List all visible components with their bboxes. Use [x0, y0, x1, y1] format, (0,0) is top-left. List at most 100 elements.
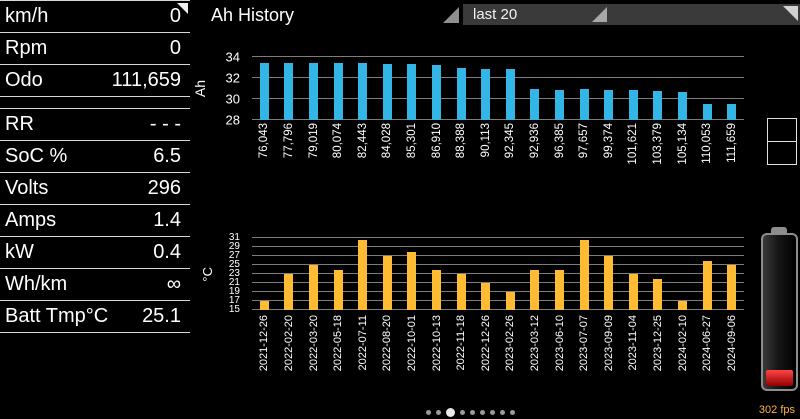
bar: [333, 63, 343, 120]
side-box-button[interactable]: [767, 118, 797, 142]
y-tick-label: 19: [228, 286, 240, 297]
sidebar-row[interactable]: Rpm 0: [0, 33, 190, 65]
y-tick-label: 32: [225, 70, 240, 86]
bar: [505, 68, 515, 120]
bar: [702, 104, 712, 120]
sidebar-row-value: 0.4: [153, 241, 181, 263]
bar: [382, 64, 392, 120]
bar: [333, 269, 343, 310]
sidebar-row-label: Odo: [5, 69, 43, 91]
gridline: [252, 282, 744, 283]
x-tick-label: 79,019: [307, 123, 320, 159]
sidebar-row[interactable]: Batt Tmp°C 25.1: [0, 301, 190, 333]
sidebar-row-value: 1.4: [153, 209, 181, 231]
bar: [727, 265, 737, 310]
page-dot[interactable]: [445, 407, 455, 417]
bar: [727, 104, 737, 120]
y-tick-label: 31: [228, 232, 240, 243]
bar: [678, 301, 687, 310]
x-tick-label: 105,134: [676, 123, 689, 165]
bar: [653, 90, 663, 120]
x-tick-label: 99,374: [602, 123, 615, 159]
bar: [702, 260, 712, 310]
spinner-handle-icon[interactable]: [443, 7, 459, 23]
x-tick-label: 2023-07-07: [578, 315, 591, 372]
sidebar-row-value: ∞: [166, 273, 181, 295]
chart-title-spinner[interactable]: Ah History: [211, 5, 295, 25]
page-dot[interactable]: [509, 409, 515, 415]
side-box-button[interactable]: [767, 141, 797, 165]
bar: [456, 274, 466, 310]
gridline: [252, 119, 744, 120]
bar: [309, 265, 318, 310]
x-tick-label: 2024-06-27: [701, 315, 714, 372]
bar: [407, 251, 417, 310]
x-tick-label: 2023-02-26: [504, 315, 517, 372]
bar: [579, 240, 589, 310]
x-tick-label: 2023-06-10: [553, 315, 566, 372]
x-tick-label: 2023-09-09: [602, 315, 615, 372]
y-tick-label: 25: [228, 259, 240, 270]
y-tick-label: 29: [228, 241, 240, 252]
gridline: [252, 98, 744, 99]
sidebar-row[interactable]: RR - - -: [0, 109, 190, 141]
x-tick-label: 77,796: [282, 123, 295, 159]
x-tick-label: 2022-12-26: [479, 315, 492, 372]
bar: [259, 301, 269, 310]
x-tick-label: 101,621: [627, 123, 640, 165]
bar: [382, 256, 392, 310]
y-tick-label: 34: [225, 49, 240, 65]
page-dot[interactable]: [459, 409, 465, 415]
page-dot[interactable]: [435, 409, 441, 415]
x-tick-label: 2022-11-18: [455, 315, 468, 371]
x-tick-label: 2022-08-20: [381, 315, 394, 372]
sidebar-row-label: Amps: [5, 209, 57, 231]
bar: [309, 63, 318, 120]
page-indicator: [190, 406, 750, 418]
x-tick-label: 85,301: [405, 123, 418, 159]
sidebar-row[interactable]: kW 0.4: [0, 237, 190, 269]
sidebar-row[interactable]: Odo 111,659: [0, 65, 190, 97]
gridline: [252, 264, 744, 265]
range-spinner[interactable]: last 20: [463, 4, 800, 25]
sidebar-row[interactable]: km/h 0: [0, 1, 190, 33]
sidebar-rows: km/h 0 Rpm 0 Odo 111,659 RR - - - SoC % 6.5 Volts 2…: [0, 1, 190, 333]
page-dot[interactable]: [499, 409, 505, 415]
bar: [604, 89, 614, 120]
y-tick-label: 28: [225, 112, 240, 128]
corner-triangle-icon[interactable]: [783, 6, 798, 21]
sidebar-row[interactable]: SoC % 6.5: [0, 141, 190, 173]
x-tick-label: 110,053: [701, 123, 714, 164]
bar: [628, 274, 638, 310]
gridline: [252, 309, 744, 310]
spinner-handle-icon[interactable]: [592, 7, 607, 22]
bar: [259, 63, 269, 120]
page-dot[interactable]: [469, 409, 475, 415]
y-tick-label: 21: [228, 277, 240, 288]
x-tick-label: 92,936: [528, 123, 541, 159]
bar: [481, 68, 491, 120]
gridline: [252, 56, 744, 57]
x-axis-ticks: 76,043 77,796 79,019 80,074 82,443 84,028 85,3…: [252, 121, 744, 191]
sidebar-row[interactable]: Wh/km ∞: [0, 269, 190, 301]
page-dot[interactable]: [425, 409, 431, 415]
range-spinner-label[interactable]: last 20: [473, 6, 518, 23]
x-tick-label: 2022-05-18: [332, 315, 345, 372]
sidebar-row-value: 111,659: [111, 69, 181, 91]
sidebar-row[interactable]: Amps 1.4: [0, 205, 190, 237]
bar: [653, 278, 663, 310]
x-tick-label: 90,113: [479, 123, 492, 158]
page-dot[interactable]: [489, 409, 495, 415]
sidebar-row-value: 296: [147, 177, 181, 199]
x-tick-label: 2024-02-10: [676, 315, 689, 372]
sidebar-row-label: RR: [5, 113, 34, 135]
sidebar-row-label: Wh/km: [5, 273, 68, 295]
page-dot[interactable]: [479, 409, 485, 415]
battery-level-fill: [766, 370, 793, 386]
x-tick-label: 111,659: [725, 123, 738, 163]
bar: [432, 269, 441, 310]
x-tick-label: 2022-03-20: [307, 315, 320, 372]
sidebar-row-label: Rpm: [5, 37, 48, 59]
sidebar-row[interactable]: Volts 296: [0, 173, 190, 205]
